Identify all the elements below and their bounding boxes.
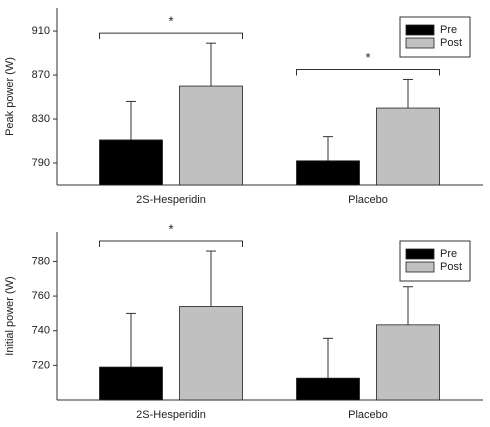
x-tick-label: 2S-Hesperidin (136, 194, 206, 206)
legend-label: Post (440, 37, 462, 49)
legend-swatch (405, 248, 435, 260)
legend-label: Pre (440, 24, 457, 36)
y-tick-label: 740 (32, 325, 50, 337)
y-tick-label: 790 (32, 157, 50, 169)
x-tick-label: Placebo (348, 194, 388, 206)
y-tick-label: 760 (32, 290, 50, 302)
legend-box (399, 240, 471, 282)
bar (376, 324, 440, 401)
bar (296, 377, 360, 401)
bar (296, 160, 360, 186)
x-tick-label: 2S-Hesperidin (136, 409, 206, 421)
significance-label: * (365, 50, 370, 65)
y-axis-label: Peak power (W) (4, 57, 16, 136)
legend-swatch (405, 24, 435, 36)
legend-swatch (405, 37, 435, 49)
significance-label: * (168, 221, 173, 236)
legend-label: Pre (440, 248, 457, 260)
significance-bracket (296, 68, 440, 76)
legend-label: Post (440, 261, 462, 273)
bar (179, 306, 243, 401)
x-tick-label: Placebo (348, 409, 388, 421)
significance-bracket (99, 32, 243, 40)
legend-box (399, 16, 471, 58)
y-tick-label: 870 (32, 69, 50, 81)
legend-swatch (405, 261, 435, 273)
bar (376, 107, 440, 186)
y-axis-label: Initial power (W) (4, 276, 16, 355)
y-tick-label: 910 (32, 25, 50, 37)
bar (99, 366, 163, 401)
y-tick-label: 830 (32, 113, 50, 125)
y-tick-label: 720 (32, 359, 50, 371)
significance-label: * (168, 14, 173, 29)
significance-bracket (99, 240, 243, 248)
y-tick-label: 780 (32, 255, 50, 267)
bar (99, 139, 163, 186)
bar (179, 85, 243, 186)
